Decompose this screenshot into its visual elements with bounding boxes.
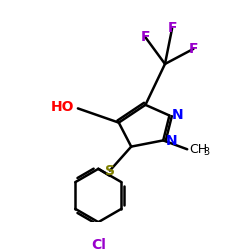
Text: Cl: Cl [91, 238, 106, 250]
Text: F: F [189, 42, 198, 56]
Text: CH: CH [189, 143, 207, 156]
Text: N: N [166, 134, 177, 148]
Text: 3: 3 [203, 147, 209, 157]
Text: S: S [105, 164, 115, 177]
Text: N: N [172, 108, 184, 122]
Text: F: F [141, 30, 150, 44]
Text: HO: HO [51, 100, 74, 114]
Text: F: F [167, 22, 177, 36]
